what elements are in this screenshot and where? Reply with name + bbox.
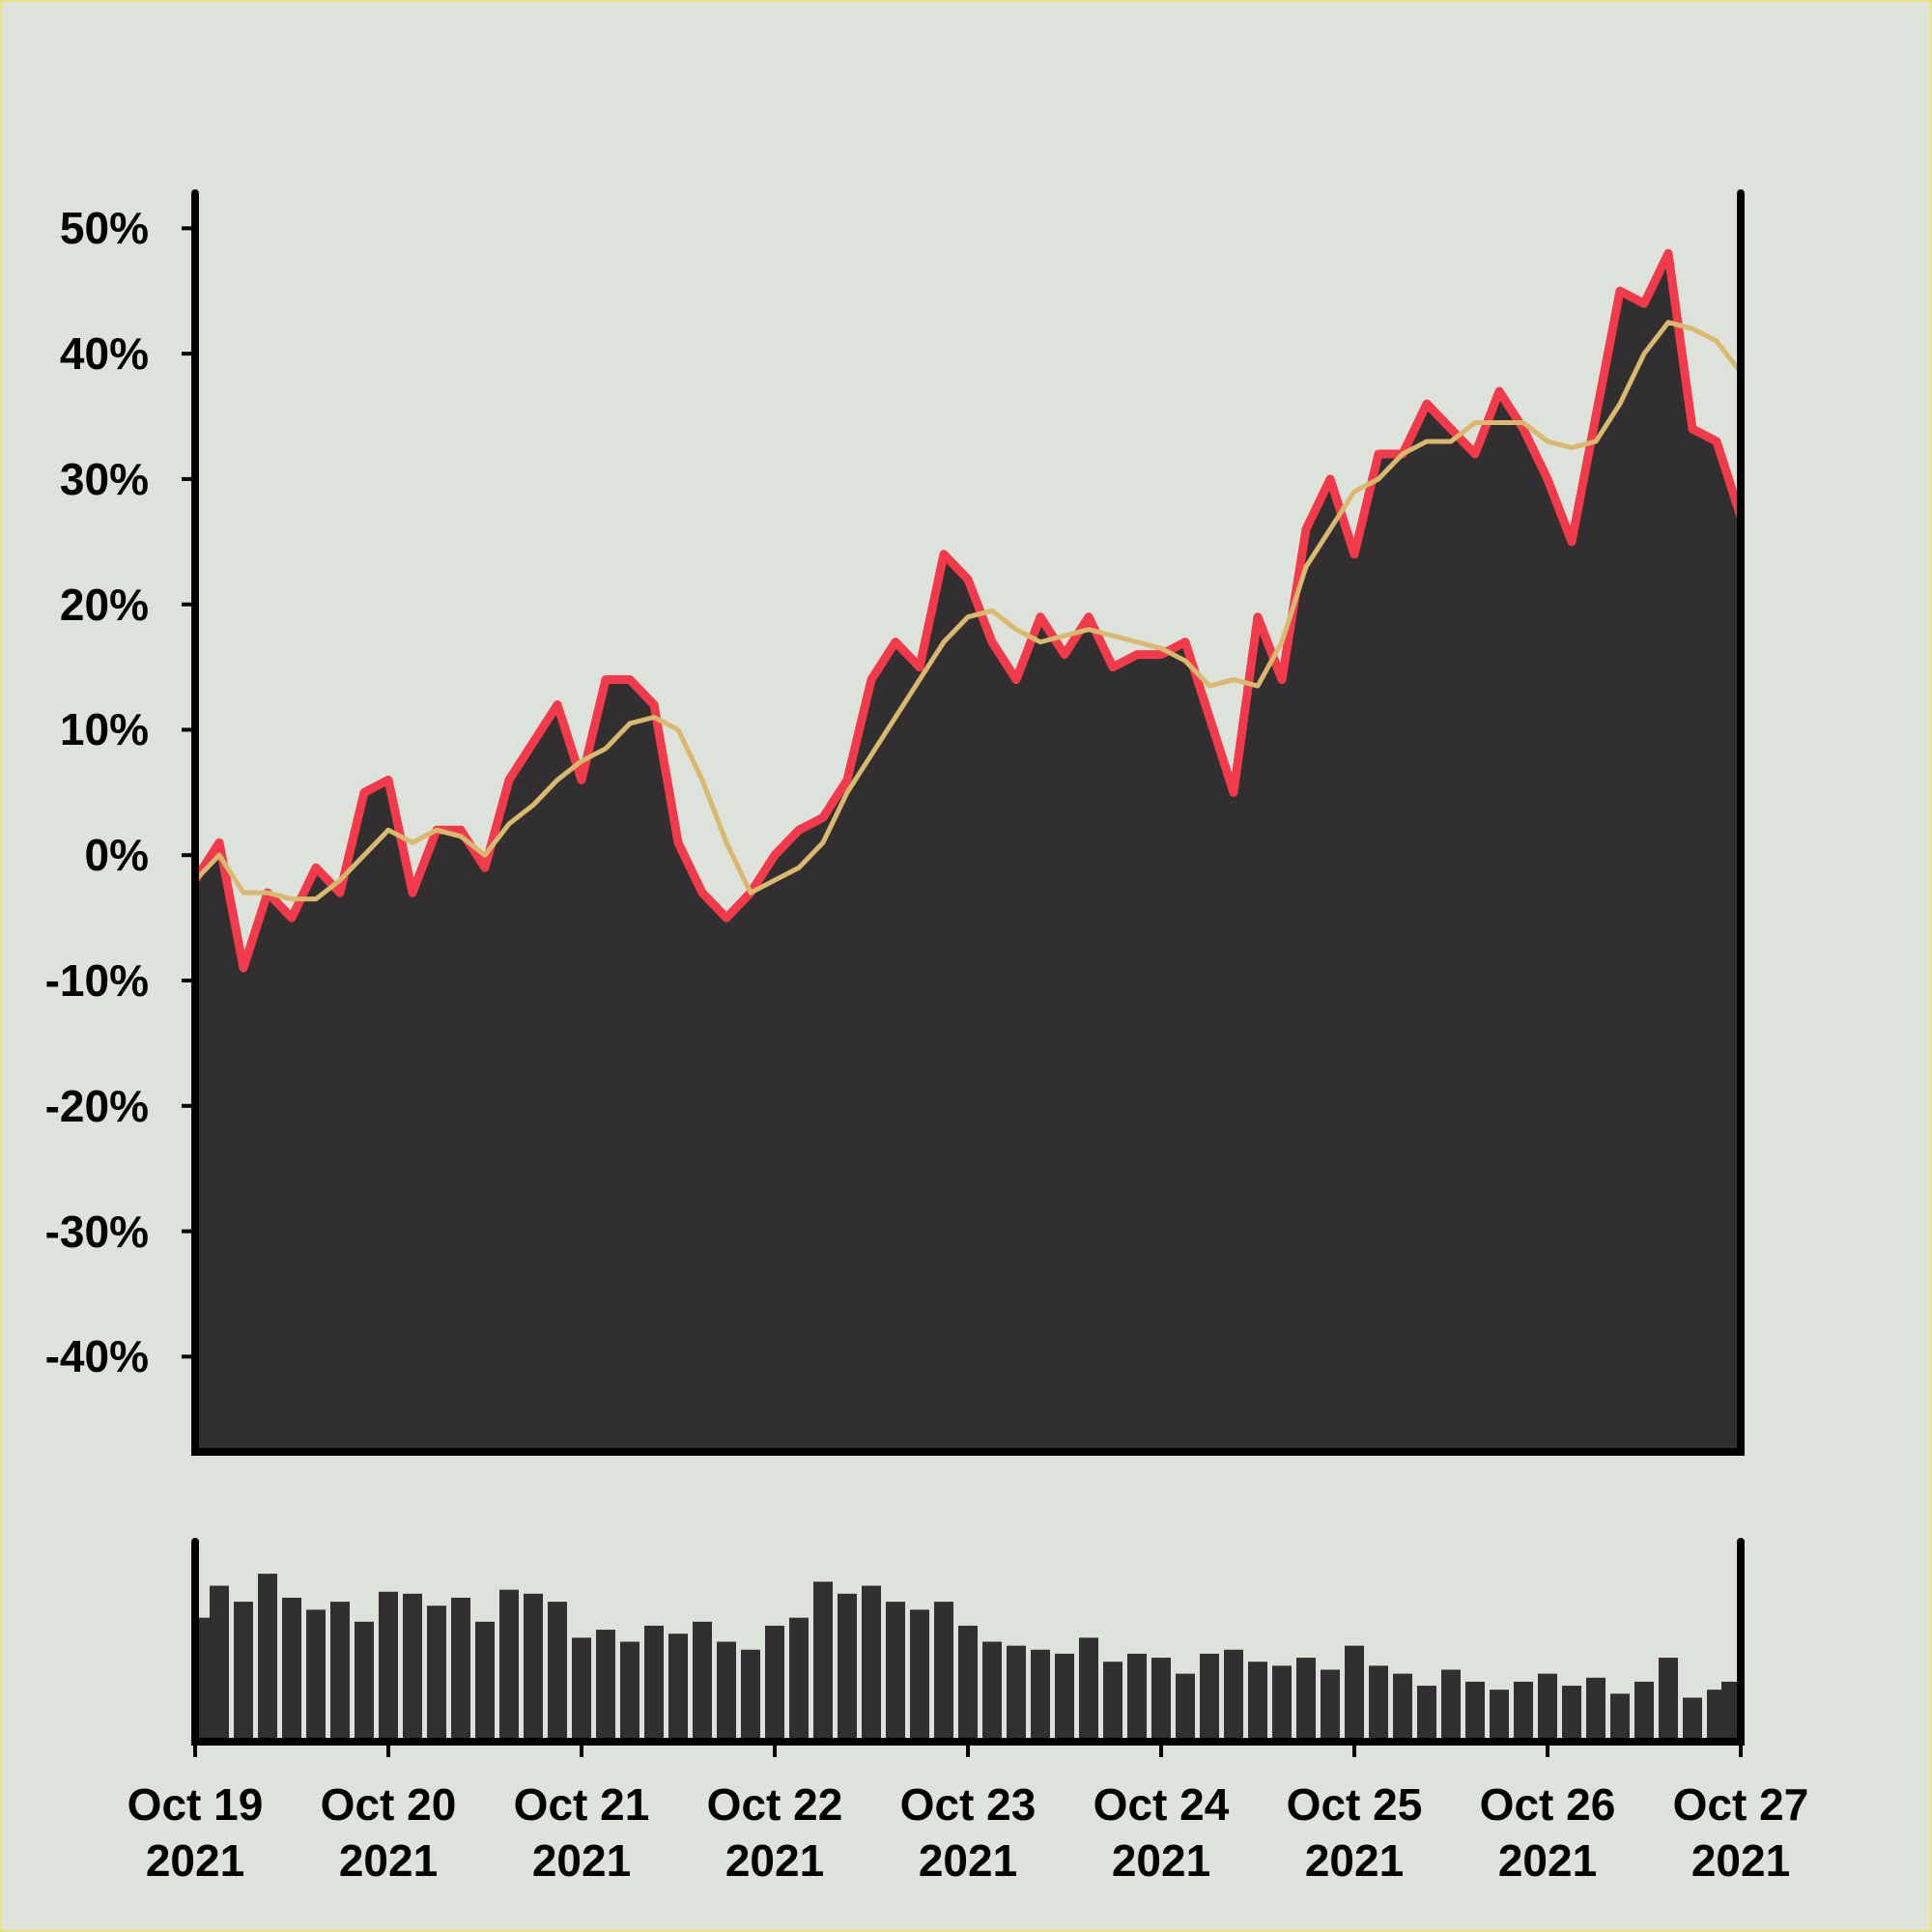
volume-bar — [958, 1625, 978, 1742]
y-tick-label: 50% — [59, 203, 149, 254]
volume-bar — [1079, 1637, 1098, 1742]
volume-bar — [234, 1602, 253, 1742]
volume-bar — [934, 1602, 953, 1742]
volume-bar — [1007, 1645, 1026, 1742]
y-tick-label: 10% — [59, 704, 149, 755]
volume-bar — [282, 1597, 301, 1742]
volume-bar — [1345, 1645, 1364, 1742]
volume-bar — [258, 1574, 277, 1742]
volume-bar — [620, 1641, 639, 1742]
volume-bar — [306, 1609, 326, 1742]
volume-bar — [982, 1641, 1002, 1742]
volume-bar — [668, 1634, 688, 1742]
volume-bar — [1417, 1686, 1436, 1742]
axis-spine — [191, 189, 1745, 1456]
x-tick-label: Oct 24 2021 — [1093, 1779, 1230, 1886]
x-tick-label: Oct 20 2021 — [320, 1779, 457, 1886]
volume-bar — [1224, 1649, 1243, 1742]
volume-bar — [210, 1585, 229, 1742]
y-tick-label: 30% — [59, 453, 149, 504]
volume-bar — [596, 1630, 615, 1742]
line — [191, 248, 1746, 973]
area — [195, 253, 1741, 1453]
volume-bar — [1103, 1662, 1122, 1742]
line — [193, 320, 1743, 902]
volume-bar — [524, 1593, 543, 1742]
volume-bar — [1296, 1658, 1316, 1742]
y-tick-label: 40% — [59, 328, 149, 380]
volume-bar — [862, 1585, 881, 1742]
volume-bar — [379, 1591, 398, 1742]
volume-bar — [886, 1602, 905, 1742]
volume-bar — [1055, 1653, 1074, 1742]
y-tick-label: -40% — [44, 1331, 149, 1382]
volume-bar — [1586, 1677, 1605, 1742]
volume-bar — [1272, 1665, 1292, 1742]
volume-bar — [1634, 1681, 1654, 1742]
volume-bar — [1659, 1658, 1678, 1742]
x-tick-label: Oct 26 2021 — [1479, 1779, 1616, 1886]
x-tick-label: Oct 21 2021 — [513, 1779, 650, 1886]
volume-bar — [403, 1593, 422, 1742]
volume-bar — [741, 1649, 760, 1742]
volume-bar — [475, 1621, 495, 1742]
volume-bar — [789, 1617, 809, 1742]
volume-bar — [1538, 1673, 1557, 1742]
volume-bar — [813, 1581, 833, 1742]
volume-bar — [548, 1602, 567, 1742]
volume-bar — [1721, 1681, 1741, 1742]
y-tick-label: 20% — [59, 579, 149, 630]
volume-bar — [1562, 1686, 1581, 1742]
y-tick-label: -20% — [44, 1080, 149, 1131]
volume-bar — [1465, 1681, 1485, 1742]
volume-bar — [1248, 1662, 1267, 1742]
volume-bar — [1683, 1697, 1702, 1742]
volume-bar — [1151, 1658, 1171, 1742]
volume-bar — [644, 1625, 664, 1742]
y-tick-label: 0% — [84, 830, 149, 881]
volume-bar — [1490, 1690, 1509, 1742]
volume-bar — [330, 1602, 350, 1742]
volume-bar — [1393, 1673, 1412, 1742]
volume-bar — [355, 1621, 374, 1742]
volume-bar — [765, 1625, 784, 1742]
volume-bar — [1031, 1649, 1050, 1742]
volume-bar — [910, 1609, 929, 1742]
volume-bar — [499, 1589, 519, 1742]
volume-bar — [1321, 1669, 1340, 1742]
volume-bar — [1176, 1673, 1195, 1742]
volume-bar — [1369, 1665, 1388, 1742]
x-tick-label: Oct 23 2021 — [899, 1779, 1037, 1886]
axis-spine — [191, 1538, 1745, 1746]
volume-bar — [427, 1605, 446, 1742]
x-tick-label: Oct 19 2021 — [127, 1779, 264, 1886]
volume-bar — [451, 1597, 470, 1742]
x-tick-label: Oct 25 2021 — [1286, 1779, 1423, 1886]
volume-bar — [1200, 1653, 1219, 1742]
x-tick-label: Oct 22 2021 — [706, 1779, 843, 1886]
x-tick-label: Oct 27 2021 — [1672, 1779, 1809, 1886]
volume-bar — [693, 1621, 712, 1742]
volume-bar — [1441, 1669, 1461, 1742]
volume-bar — [1514, 1681, 1533, 1742]
volume-bar — [717, 1641, 736, 1742]
y-tick-label: -30% — [44, 1206, 149, 1257]
y-tick-label: -10% — [44, 955, 149, 1007]
volume-bar — [572, 1637, 591, 1742]
volume-bar — [838, 1593, 857, 1742]
volume-bar — [1127, 1653, 1147, 1742]
volume-bar — [1610, 1693, 1630, 1742]
